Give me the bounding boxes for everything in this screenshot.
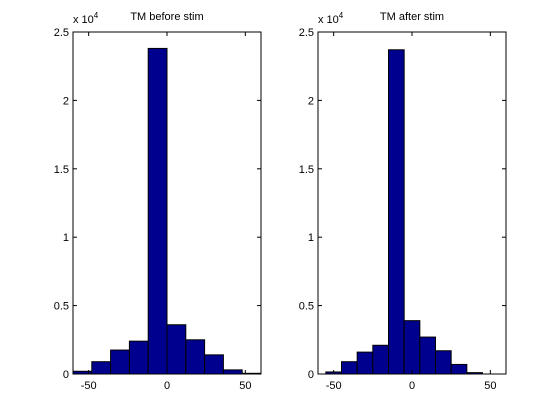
y-tick-label: 1 <box>63 232 69 244</box>
y-tick-label: 0.5 <box>299 301 314 313</box>
histogram-bar <box>91 361 112 375</box>
chart-title: TM after stim <box>380 11 444 23</box>
histogram-bar <box>110 349 130 375</box>
x-tick-label: 0 <box>164 380 170 392</box>
histogram-bar <box>222 369 243 375</box>
histogram-bar <box>166 324 187 375</box>
histogram-bar <box>372 344 390 375</box>
histogram-bar <box>356 351 374 375</box>
x-tick-label: -50 <box>326 380 342 392</box>
x-tick-label: -50 <box>81 380 97 392</box>
y-tick-label: 2.5 <box>54 27 69 39</box>
y-tick-label: 0 <box>63 369 69 381</box>
y-tick-label: 2 <box>308 95 314 107</box>
y-tick-label: 1 <box>308 232 314 244</box>
chart-title: TM before stim <box>130 11 203 23</box>
histogram-bar <box>388 49 405 375</box>
histogram-bar <box>341 361 358 375</box>
y-tick-label: 2 <box>63 95 69 107</box>
y-scale-label: x 104 <box>73 11 99 26</box>
y-scale-label: x 104 <box>318 11 344 26</box>
x-tick-label: 50 <box>239 380 251 392</box>
x-tick-label: 0 <box>409 380 415 392</box>
y-tick-label: 2.5 <box>299 27 314 39</box>
histogram-bar <box>403 320 421 375</box>
histogram-bar <box>450 363 468 375</box>
histogram-bar <box>185 339 206 375</box>
histogram-bar <box>204 354 224 375</box>
y-tick-label: 0 <box>308 369 314 381</box>
histogram-bar <box>147 47 168 375</box>
histogram-panel-before-stim: 0 0.5 1 1.5 2 2.5 -50 0 50 x 104 TM before stim <box>54 11 262 392</box>
histogram-panel-after-stim: 0 0.5 1 1.5 2 2.5 -50 0 50 x 104 TM after stim <box>299 11 507 392</box>
y-tick-label: 0.5 <box>54 301 69 313</box>
x-tick-label: 50 <box>484 380 496 392</box>
histogram-bar <box>128 340 149 375</box>
histogram-bar <box>419 336 437 375</box>
y-tick-label: 1.5 <box>299 164 314 176</box>
histogram-bar <box>435 350 452 375</box>
y-tick-label: 1.5 <box>54 164 69 176</box>
